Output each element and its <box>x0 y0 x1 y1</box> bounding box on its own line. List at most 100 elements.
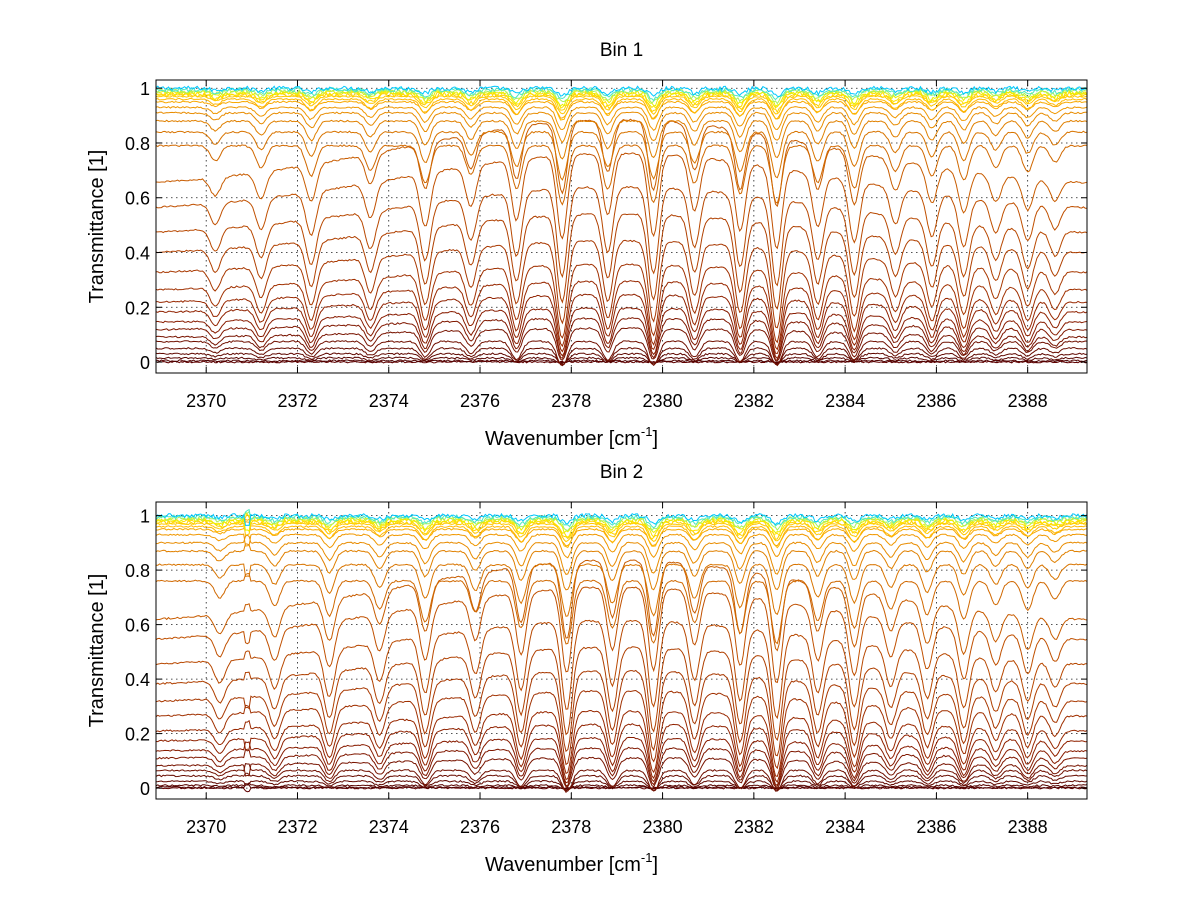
x-tick-label: 2388 <box>1008 817 1048 837</box>
y-tick-label: 0.4 <box>125 244 150 264</box>
spectrum-series-0 <box>156 85 1087 98</box>
spectrum-series-21 <box>156 723 1087 783</box>
plot-frame <box>155 501 1088 800</box>
x-tick-label: 2374 <box>369 817 409 837</box>
series-group <box>156 85 1087 367</box>
spectrum-series-10 <box>156 534 1087 575</box>
spectrum-series-25 <box>156 763 1087 794</box>
spectrum-series-1 <box>156 508 1087 529</box>
spectrum-series-9 <box>156 533 1087 559</box>
x-tick-label: 2384 <box>825 817 865 837</box>
x-tick-label: 2376 <box>460 391 500 411</box>
spectrum-series-8 <box>156 100 1087 120</box>
x-axis-label-suffix: ] <box>652 428 658 450</box>
spectrum-series-19 <box>156 263 1087 344</box>
spectrum-series-27 <box>156 779 1087 792</box>
x-tick-label: 2382 <box>734 817 774 837</box>
x-tick-label: 2382 <box>734 391 774 411</box>
x-tick-label: 2380 <box>643 391 683 411</box>
x-tick-label: 2386 <box>916 817 956 837</box>
y-tick-label: 0 <box>140 779 150 799</box>
x-axis-label-exponent: -1 <box>641 424 653 439</box>
spectrum-series-4 <box>156 90 1087 109</box>
x-tick-label: 2372 <box>277 391 317 411</box>
y-tick-label: 0.6 <box>125 616 150 636</box>
spectrum-series-13 <box>156 572 1087 645</box>
spectrum-series-19 <box>156 689 1087 770</box>
y-tick-label: 0 <box>140 353 150 373</box>
spectrum-series-6 <box>156 95 1087 115</box>
spectrum-series-16 <box>156 185 1087 287</box>
spectrum-series-7 <box>156 518 1087 549</box>
chart-panel-bin-1: Bin 1 2370 2372 2374 2376 2378 2380 2382 2384 238… <box>86 40 1088 450</box>
spectrum-series-13 <box>156 144 1087 206</box>
x-tick-label: 2374 <box>369 391 409 411</box>
y-tick-label: 0.2 <box>125 725 150 745</box>
series-group <box>156 508 1087 794</box>
x-tick-label: 2378 <box>551 391 591 411</box>
x-tick-label: 2380 <box>643 817 683 837</box>
spectrum-series-12 <box>156 130 1087 181</box>
x-tick-label: 2388 <box>1008 391 1048 411</box>
x-tick-label: 2370 <box>186 391 226 411</box>
spectrum-series-10 <box>156 111 1087 144</box>
spectrum-series-0 <box>156 512 1087 526</box>
x-axis-label-exponent: -1 <box>641 850 653 865</box>
x-tick-label: 2378 <box>551 817 591 837</box>
spectrum-series-22 <box>156 307 1087 360</box>
x-tick-label: 2386 <box>916 391 956 411</box>
spectrum-series-20 <box>156 280 1087 351</box>
spectrum-series-26 <box>156 346 1087 366</box>
spectrum-series-17 <box>156 213 1087 310</box>
y-tick-label: 0.4 <box>125 670 150 690</box>
plot-frame <box>155 79 1088 374</box>
spectrum-series-12 <box>156 563 1087 617</box>
x-axis-label: Wavenumber [cm-1] <box>485 850 658 876</box>
y-tick-label: 0.2 <box>125 298 150 318</box>
spectrum-series-9 <box>156 105 1087 131</box>
spectrum-series-11 <box>156 543 1087 591</box>
spectrum-series-23 <box>156 746 1087 787</box>
spectrum-series-28 <box>156 356 1087 365</box>
y-tick-label: 0.6 <box>125 189 150 209</box>
spectrum-series-20 <box>156 709 1087 778</box>
spectrum-series-24 <box>156 756 1087 790</box>
spectrum-series-18 <box>156 669 1087 757</box>
y-tick-label: 1 <box>140 507 150 527</box>
spectrum-series-21 <box>156 293 1087 355</box>
x-axis-label-text: Wavenumber [cm <box>485 854 641 876</box>
spectrum-series-17 <box>156 646 1087 742</box>
spectrum-series-2 <box>156 88 1087 105</box>
spectrum-series-26 <box>156 772 1087 792</box>
spectrum-series-15 <box>156 152 1087 250</box>
x-tick-label: 2376 <box>460 817 500 837</box>
x-axis-label-text: Wavenumber [cm <box>485 428 641 450</box>
spectrum-series-4 <box>156 511 1087 538</box>
spectrum-series-29 <box>156 359 1087 364</box>
y-tick-label: 0.8 <box>125 134 150 154</box>
spectrum-series-8 <box>156 521 1087 547</box>
spectrum-series-28 <box>156 782 1087 790</box>
x-tick-label: 2384 <box>825 391 865 411</box>
x-tick-label: 2370 <box>186 817 226 837</box>
chart-panel-bin-2: Bin 2 2370 2372 2374 2376 2378 2380 2382 2384 238… <box>86 462 1088 876</box>
spectrum-series-16 <box>156 619 1087 720</box>
y-axis-label: Transmittance [1] <box>86 150 108 304</box>
chart-title: Bin 1 <box>600 40 643 61</box>
spectrum-series-25 <box>156 340 1087 367</box>
chart-title: Bin 2 <box>600 462 643 483</box>
x-axis-label-suffix: ] <box>652 854 658 876</box>
x-axis-label: Wavenumber [cm-1] <box>485 424 658 450</box>
x-tick-label: 2372 <box>277 817 317 837</box>
spectrum-series-14 <box>156 118 1087 214</box>
spectrum-series-29 <box>156 784 1087 790</box>
y-tick-label: 1 <box>140 79 150 99</box>
spectrum-series-15 <box>156 586 1087 684</box>
spectrum-series-7 <box>156 97 1087 121</box>
spectrum-series-23 <box>156 317 1087 361</box>
y-tick-label: 0.8 <box>125 561 150 581</box>
spectrum-series-11 <box>156 119 1087 160</box>
spectrum-series-24 <box>156 327 1087 362</box>
spectrum-series-22 <box>156 736 1087 786</box>
